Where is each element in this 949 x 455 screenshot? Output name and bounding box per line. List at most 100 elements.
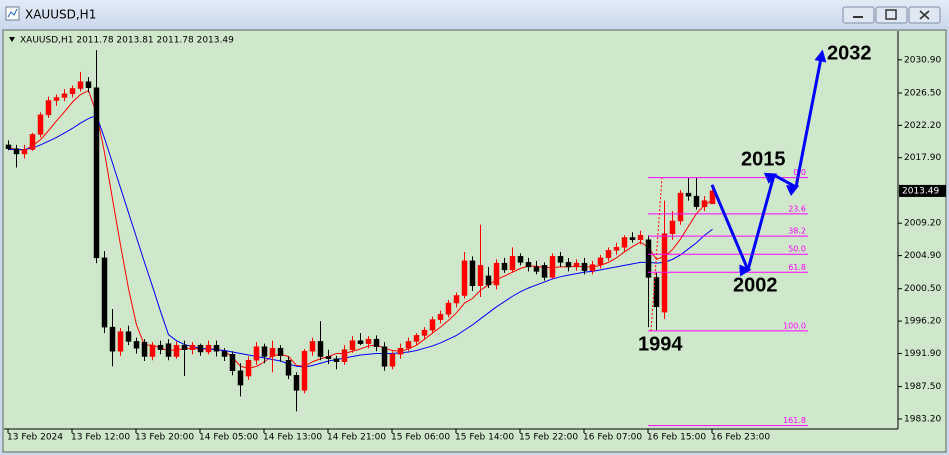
candle-body <box>133 341 140 349</box>
y-tick-label: 1983.20 <box>904 414 941 424</box>
maximize-button[interactable] <box>875 6 908 24</box>
candle-body <box>485 275 492 286</box>
candle-body <box>349 340 356 350</box>
moving-average <box>8 114 713 368</box>
candle-body <box>693 195 700 207</box>
candle-body <box>621 237 628 248</box>
candle-body <box>525 262 532 268</box>
minimize-button[interactable] <box>842 6 875 24</box>
candle-body <box>557 256 564 263</box>
candle-body <box>389 353 396 367</box>
candle-body <box>325 356 332 359</box>
candle-body <box>373 338 380 347</box>
y-tick-label: 2030.90 <box>904 55 941 65</box>
y-tick-label: 2000.50 <box>904 284 941 294</box>
candle-body <box>597 257 604 265</box>
candle-body <box>285 359 292 376</box>
annotation: 2002 <box>733 274 778 296</box>
x-tick-label: 15 Feb 06:00 <box>391 433 450 443</box>
candle-body <box>189 344 196 350</box>
x-tick-label: 13 Feb 12:00 <box>71 433 130 443</box>
candle-body <box>565 262 572 268</box>
fib-label: 50.0 <box>788 245 806 254</box>
candle-body <box>397 347 404 355</box>
candle-body <box>261 346 268 357</box>
overlay: 2030.90 2026.50 2022.20 2017.90 2009.20 2004.… <box>7 42 946 443</box>
x-tick-label: 15 Feb 14:00 <box>455 433 514 443</box>
candle-body <box>269 347 276 357</box>
candle-body <box>101 257 108 328</box>
candle-body <box>5 144 12 149</box>
candle-body <box>69 88 76 94</box>
x-tick-label: 16 Feb 15:00 <box>647 433 706 443</box>
fib-label: 100.0 <box>783 321 806 330</box>
candle-body <box>13 148 20 155</box>
candle-body <box>669 220 676 235</box>
window-title: XAUUSD,H1 <box>25 8 96 22</box>
candle-body <box>429 319 436 331</box>
annotation: 1994 <box>638 333 683 355</box>
candle-body <box>37 114 44 135</box>
window-icon <box>5 6 20 21</box>
annotation: 2015 <box>741 148 786 170</box>
y-tick-label: 2004.90 <box>904 251 941 261</box>
candle-body <box>501 262 508 271</box>
plot <box>5 50 808 427</box>
candle-body <box>613 247 620 251</box>
window-buttons[interactable] <box>842 6 941 24</box>
candle-body <box>109 326 116 352</box>
title-bar <box>0 0 949 29</box>
candle-body <box>61 93 68 98</box>
y-tick-label: 2009.20 <box>904 219 941 229</box>
x-tick-label: 15 Feb 22:00 <box>519 433 578 443</box>
annotation: 2032 <box>827 42 872 64</box>
candle-body <box>45 100 52 116</box>
candle-body <box>637 235 644 241</box>
candle-body <box>77 81 84 89</box>
candle-body <box>29 134 36 150</box>
candle-body <box>317 341 324 357</box>
chart-area <box>2 29 947 453</box>
x-tick-label: 14 Feb 21:00 <box>327 433 386 443</box>
candle-body <box>357 340 364 344</box>
candle-body <box>661 233 668 313</box>
candle-body <box>653 277 660 308</box>
x-tick-label: 14 Feb 13:00 <box>263 433 322 443</box>
candle-body <box>141 341 148 357</box>
candle-body <box>277 347 284 356</box>
candle-body <box>181 344 188 350</box>
candle-body <box>125 331 132 342</box>
candle-body <box>677 192 684 222</box>
candle-body <box>469 260 476 286</box>
candle-body <box>301 350 308 391</box>
candle-body <box>461 260 468 296</box>
candle-body <box>589 264 596 271</box>
candle-body <box>197 344 204 353</box>
candle-body <box>573 262 580 268</box>
candle-body <box>701 200 708 207</box>
fib-trendline <box>650 177 663 331</box>
y-tick-label: 2017.90 <box>904 153 941 163</box>
x-tick-label: 13 Feb 2024 <box>7 433 63 443</box>
fib-label: 161.8 <box>783 416 806 425</box>
y-tick-label: 2026.50 <box>904 88 941 98</box>
candle-body <box>605 250 612 259</box>
fib-label: 38.2 <box>788 227 806 236</box>
header-arrow <box>9 37 15 42</box>
candle-body <box>93 87 100 259</box>
candle-body <box>333 358 340 362</box>
candle-body <box>533 266 540 272</box>
candle-body <box>117 331 124 352</box>
current-price-box <box>899 184 946 197</box>
candle-body <box>53 97 60 101</box>
candle-body <box>685 192 692 197</box>
candle-body <box>445 302 452 315</box>
candle-body <box>405 341 412 349</box>
candle-body <box>237 370 244 386</box>
candle-body <box>341 349 348 362</box>
candle-body <box>309 341 316 352</box>
candle-body <box>453 295 460 304</box>
candle-body <box>205 344 212 353</box>
y-tick-label: 2022.20 <box>904 121 941 131</box>
